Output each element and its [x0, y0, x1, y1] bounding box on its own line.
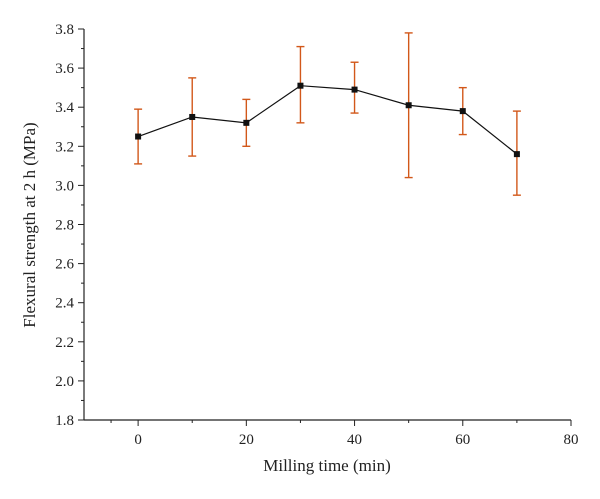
y-tick-label: 2.8	[55, 218, 74, 234]
y-tick-label: 3.0	[55, 178, 74, 194]
x-tick-label: 40	[347, 432, 362, 448]
x-ticks: 0 20 40 60 80	[110, 420, 579, 448]
x-tick-label: 80	[564, 432, 579, 448]
x-tick-label: 60	[455, 432, 470, 448]
x-tick-label: 0	[134, 432, 142, 448]
y-tick-label: 2.2	[55, 335, 74, 351]
data-point	[459, 108, 466, 115]
data-point	[351, 86, 358, 93]
plot-area: 0 20 40 60 80 1.8 2.0 2.2 2.4 2.6 2.8 3.0 3.2 3.4 3.6…	[55, 22, 578, 448]
series-line	[137, 85, 518, 155]
y-ticks: 1.8 2.0 2.2 2.4 2.6 2.8 3.0 3.2 3.4 3.6 3.8	[55, 22, 84, 429]
y-tick-label: 2.6	[55, 257, 74, 273]
data-point	[405, 102, 412, 109]
y-tick-label: 3.6	[55, 61, 74, 77]
y-tick-label: 3.2	[55, 139, 74, 155]
data-point	[189, 113, 196, 120]
data-point	[297, 82, 304, 89]
x-axis-label: Milling time (min)	[263, 456, 391, 475]
y-axis-label: Flexural strength at 2 h (MPa)	[20, 122, 39, 327]
y-tick-label: 1.8	[55, 413, 74, 429]
y-tick-label: 3.8	[55, 22, 74, 38]
data-point	[513, 151, 520, 158]
data-point	[243, 119, 250, 126]
y-tick-label: 2.4	[55, 296, 74, 312]
y-tick-label: 2.0	[55, 374, 74, 390]
data-series	[135, 82, 520, 158]
y-tick-label: 3.4	[55, 100, 74, 116]
data-point	[135, 133, 142, 140]
x-tick-label: 20	[239, 432, 254, 448]
